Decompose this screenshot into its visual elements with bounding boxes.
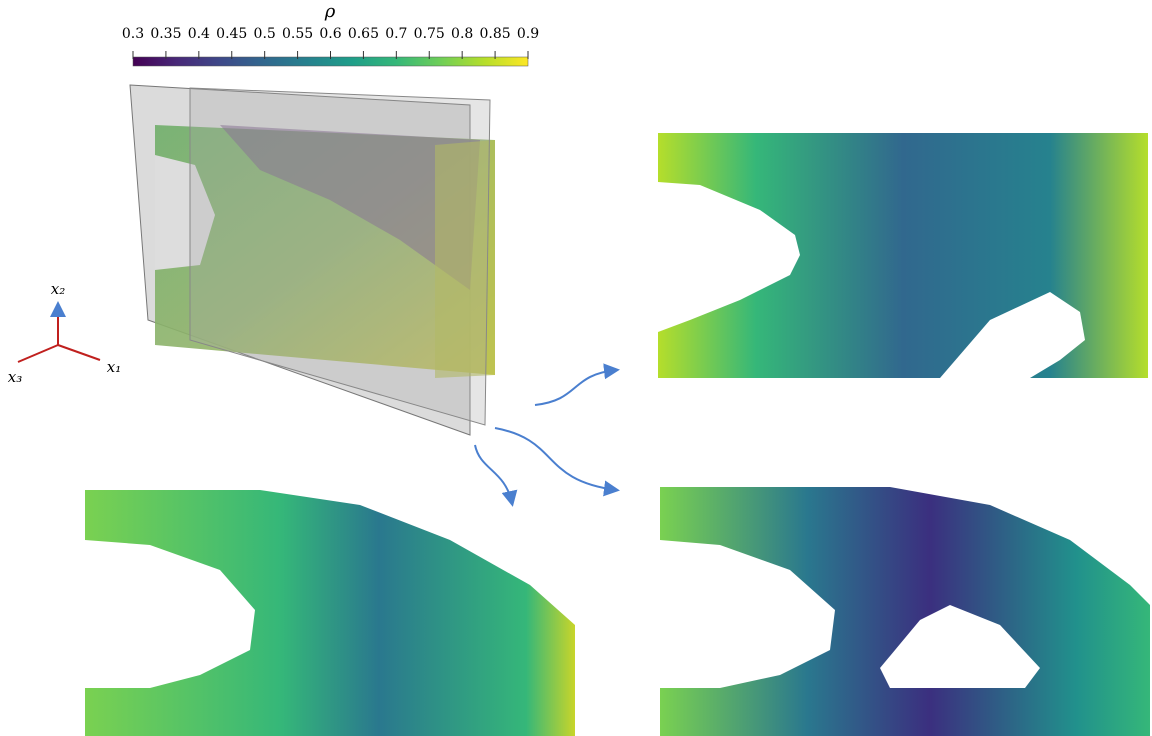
- colorbar-tick-label: 0.3: [122, 26, 144, 42]
- colorbar-tick-label: 0.4: [188, 26, 210, 42]
- colorbar-tick-label: 0.35: [150, 26, 181, 42]
- slice: [85, 490, 575, 736]
- axis-label: x₁: [107, 358, 121, 376]
- volume-render: [129, 84, 495, 436]
- axis-arrow: [57, 344, 101, 361]
- arrows: [474, 363, 620, 507]
- colorbar-tick-label: 0.45: [216, 26, 247, 42]
- slice: [658, 133, 1148, 378]
- colorbar-tick-label: 0.85: [479, 26, 510, 42]
- axes-triad: [17, 301, 101, 363]
- axis-arrow: [17, 344, 59, 363]
- colorbar-tick-label: 0.75: [414, 26, 445, 42]
- colorbar-tick-label: 0.55: [282, 26, 313, 42]
- colorbar-tick-label: 0.7: [385, 26, 407, 42]
- colorbar-tick-label: 0.6: [319, 26, 341, 42]
- axis-label: x₃: [8, 368, 22, 386]
- axis-label: x₂: [51, 280, 65, 298]
- slice: [660, 487, 1150, 736]
- colorbar-tick-label: 0.5: [254, 26, 276, 42]
- colorbar-title: ρ: [324, 1, 336, 22]
- colorbar-tick-label: 0.65: [348, 26, 379, 42]
- colorbar: 0.3 0.35 0.4 0.45 0.5 0.55 0.6 0.65 0.7 0.75 0.8 0.…: [122, 26, 539, 67]
- colorbar-tick-label: 0.9: [517, 26, 539, 42]
- colorbar-tick-label: 0.8: [451, 26, 473, 42]
